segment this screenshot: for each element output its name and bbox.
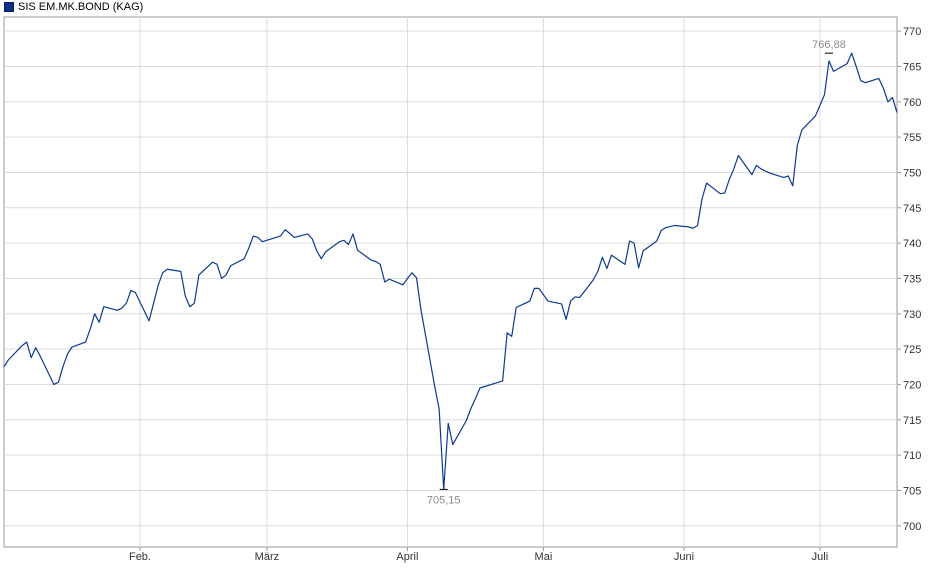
y-axis: 700 705 710 715 720 725 730 735 740 745 750 755 760 7… [897,26,921,533]
extreme-value-label: 705,15 [427,494,461,506]
plot-area [3,16,898,548]
y-tick-label: 715 [903,415,921,427]
legend: SIS EM.MK.BOND (KAG) [4,0,143,14]
y-tick-label: 750 [903,167,921,179]
y-tick-label: 735 [903,273,921,285]
y-tick-label: 700 [903,521,921,533]
annotations: 766,88 705,15 [427,39,846,506]
x-tick-label: März [255,551,279,563]
legend-swatch [4,2,14,12]
y-tick-label: 730 [903,309,921,321]
x-tick-label: April [396,551,418,563]
y-tick-label: 705 [903,485,921,497]
x-tick-label: Mai [535,551,553,563]
x-tick-label: Juni [674,551,694,563]
x-tick-label: Feb. [129,551,151,563]
series-line [3,52,898,491]
x-tick-label: Juli [812,551,829,563]
y-tick-label: 765 [903,61,921,73]
grid [4,17,897,547]
y-tick-label: 720 [903,379,921,391]
legend-label[interactable]: SIS EM.MK.BOND (KAG) [18,1,144,13]
y-tick-label: 725 [903,344,921,356]
y-tick-label: 760 [903,97,921,109]
extreme-value-label: 766,88 [812,39,846,51]
y-tick-label: 745 [903,203,921,215]
y-tick-label: 770 [903,26,921,38]
y-tick-label: 755 [903,132,921,144]
y-tick-label: 740 [903,238,921,250]
x-axis: Feb. März April Mai Juni Juli [129,547,828,563]
y-tick-label: 710 [903,450,921,462]
